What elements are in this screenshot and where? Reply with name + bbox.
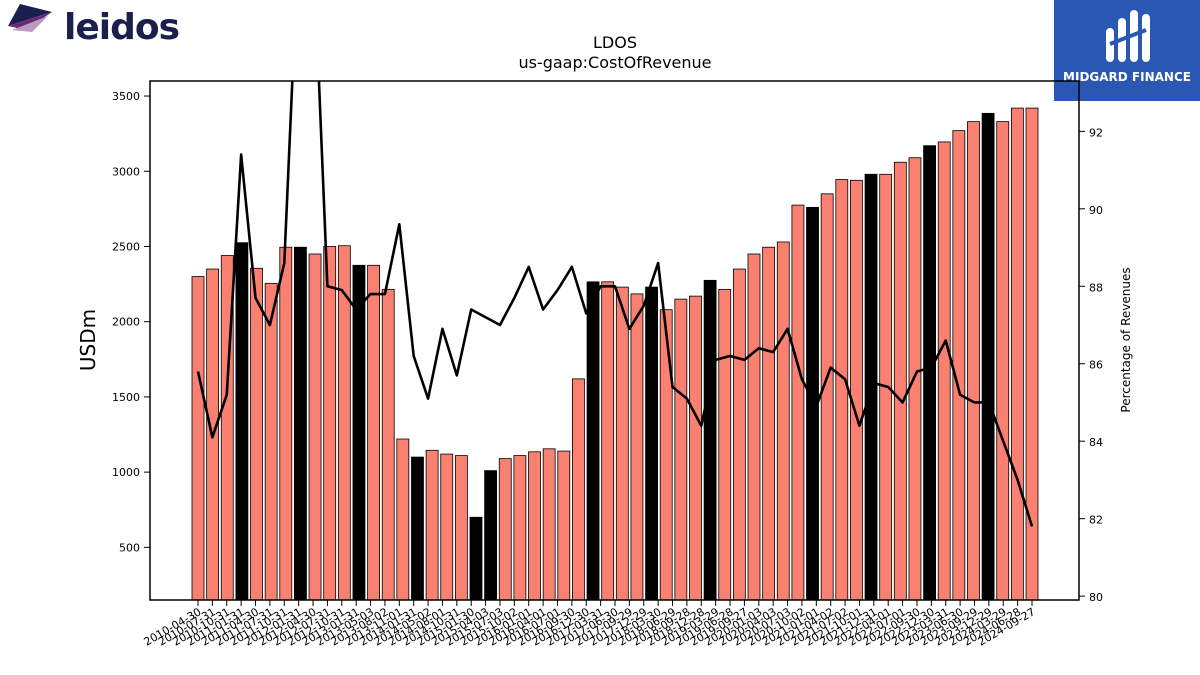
bar <box>791 204 805 600</box>
bar <box>235 242 249 600</box>
bar <box>367 264 380 600</box>
bar <box>411 456 424 600</box>
bar <box>952 130 966 600</box>
bar <box>718 288 732 600</box>
chart-subtitle: us-gaap:CostOfRevenue <box>518 53 711 72</box>
bar <box>381 288 395 600</box>
midgard-finance-logo: MIDGARD FINANCE <box>1054 0 1200 101</box>
y2-tick-label: 88 <box>1089 281 1103 294</box>
bar <box>893 161 907 600</box>
bar <box>967 121 980 600</box>
bar <box>308 253 322 600</box>
bar <box>601 281 615 600</box>
y2-axis-label: Percentage of Revenues <box>1119 267 1133 412</box>
leidos-logo-mark-icon <box>8 4 52 32</box>
bar <box>454 455 468 600</box>
y-tick-label: 1000 <box>112 466 140 479</box>
bar <box>323 246 337 600</box>
bar <box>703 279 717 600</box>
leidos-logo: leidos <box>8 4 180 48</box>
bar <box>732 268 746 600</box>
leidos-wordmark: leidos <box>64 7 180 48</box>
bar <box>820 193 834 600</box>
bar <box>645 286 658 600</box>
bar <box>630 293 644 600</box>
y2-tick-label: 82 <box>1089 514 1103 527</box>
bar <box>469 516 483 600</box>
bar <box>689 295 702 600</box>
y-tick-label: 1500 <box>112 391 140 404</box>
bar <box>674 298 688 600</box>
bar <box>264 282 278 600</box>
bar <box>279 246 293 600</box>
bar <box>528 451 541 600</box>
y-axis-label: USDm <box>76 309 100 371</box>
bar <box>498 458 512 600</box>
bar <box>440 453 454 600</box>
bar <box>572 378 585 600</box>
bar <box>835 179 849 600</box>
bar <box>586 281 600 600</box>
midgard-finance-wordmark: MIDGARD FINANCE <box>1063 70 1191 84</box>
y-axis-right: 80 82 84 86 88 90 92 <box>1079 126 1103 604</box>
y2-tick-label: 86 <box>1089 359 1103 372</box>
bar <box>981 112 995 600</box>
y-tick-label: 500 <box>119 541 140 554</box>
bar-series <box>191 107 1039 600</box>
y-axis-left: 500 1000 1500 2000 2500 3000 3500 <box>112 90 150 554</box>
y-tick-label: 2000 <box>112 316 140 329</box>
bar <box>352 264 366 600</box>
bar <box>996 121 1010 600</box>
y2-tick-label: 80 <box>1089 591 1103 604</box>
bar <box>191 276 205 600</box>
y2-tick-label: 92 <box>1089 126 1103 139</box>
bar <box>659 309 673 600</box>
bar <box>425 449 439 600</box>
chart-title: LDOS <box>593 33 637 52</box>
bar <box>513 455 527 600</box>
bar <box>542 448 556 600</box>
y-tick-label: 3500 <box>112 90 140 103</box>
bar <box>776 241 790 600</box>
y-tick-label: 3000 <box>112 165 140 178</box>
bar <box>864 173 878 600</box>
midgard-finance-mark-icon <box>1106 10 1150 62</box>
bar <box>937 141 951 600</box>
bar <box>762 246 776 600</box>
x-axis: 2010-04-302010-07-312010-10-312011-01-31… <box>142 600 1038 649</box>
bar <box>615 286 629 600</box>
bar <box>1025 107 1039 600</box>
bar <box>747 253 761 600</box>
y2-tick-label: 90 <box>1089 204 1103 217</box>
bar <box>850 179 863 600</box>
bar <box>557 450 571 600</box>
bar <box>294 246 307 600</box>
bar <box>484 470 498 600</box>
bar <box>250 267 263 600</box>
percentage-line <box>196 81 1034 527</box>
line-series <box>196 81 1034 527</box>
bar <box>1010 107 1024 600</box>
bar <box>396 438 410 600</box>
y2-tick-label: 84 <box>1089 436 1103 449</box>
bar <box>923 145 936 600</box>
y-tick-label: 2500 <box>112 240 140 253</box>
